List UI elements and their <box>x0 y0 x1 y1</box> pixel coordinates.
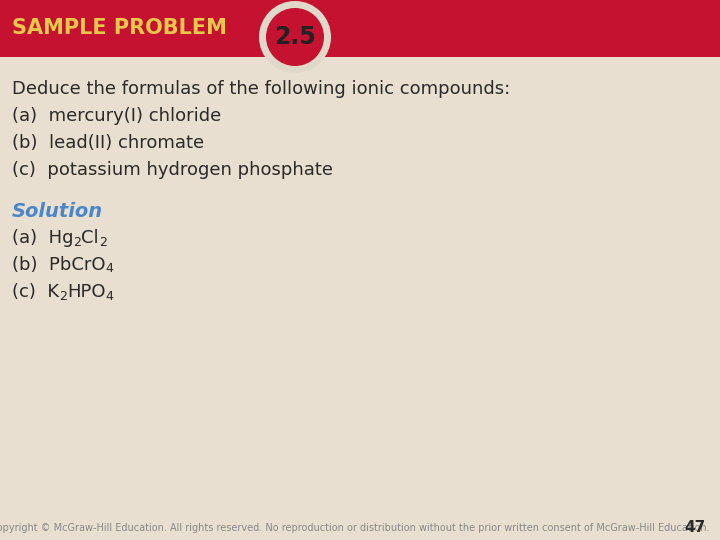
Text: 4: 4 <box>106 262 114 275</box>
Text: 2: 2 <box>73 235 81 248</box>
Circle shape <box>259 1 331 73</box>
Text: 2: 2 <box>59 289 67 302</box>
Text: (b)  PbCrO: (b) PbCrO <box>12 256 106 274</box>
Text: SAMPLE PROBLEM: SAMPLE PROBLEM <box>12 18 227 38</box>
Text: Solution: Solution <box>12 202 103 221</box>
Text: (a)  Hg: (a) Hg <box>12 229 73 247</box>
Text: Deduce the formulas of the following ionic compounds:: Deduce the formulas of the following ion… <box>12 80 510 98</box>
Text: (c)  K: (c) K <box>12 283 59 301</box>
Text: 47: 47 <box>685 521 706 536</box>
Text: (a)  mercury(I) chloride: (a) mercury(I) chloride <box>12 107 221 125</box>
Text: Copyright © McGraw-Hill Education. All rights reserved. No reproduction or distr: Copyright © McGraw-Hill Education. All r… <box>0 523 710 533</box>
Text: 4: 4 <box>106 289 114 302</box>
FancyBboxPatch shape <box>0 0 720 57</box>
Circle shape <box>266 8 324 66</box>
Text: (c)  potassium hydrogen phosphate: (c) potassium hydrogen phosphate <box>12 161 333 179</box>
Text: 2: 2 <box>99 235 107 248</box>
Text: HPO: HPO <box>67 283 106 301</box>
Text: Cl: Cl <box>81 229 99 247</box>
Text: 2.5: 2.5 <box>274 25 316 49</box>
Text: (b)  lead(II) chromate: (b) lead(II) chromate <box>12 134 204 152</box>
